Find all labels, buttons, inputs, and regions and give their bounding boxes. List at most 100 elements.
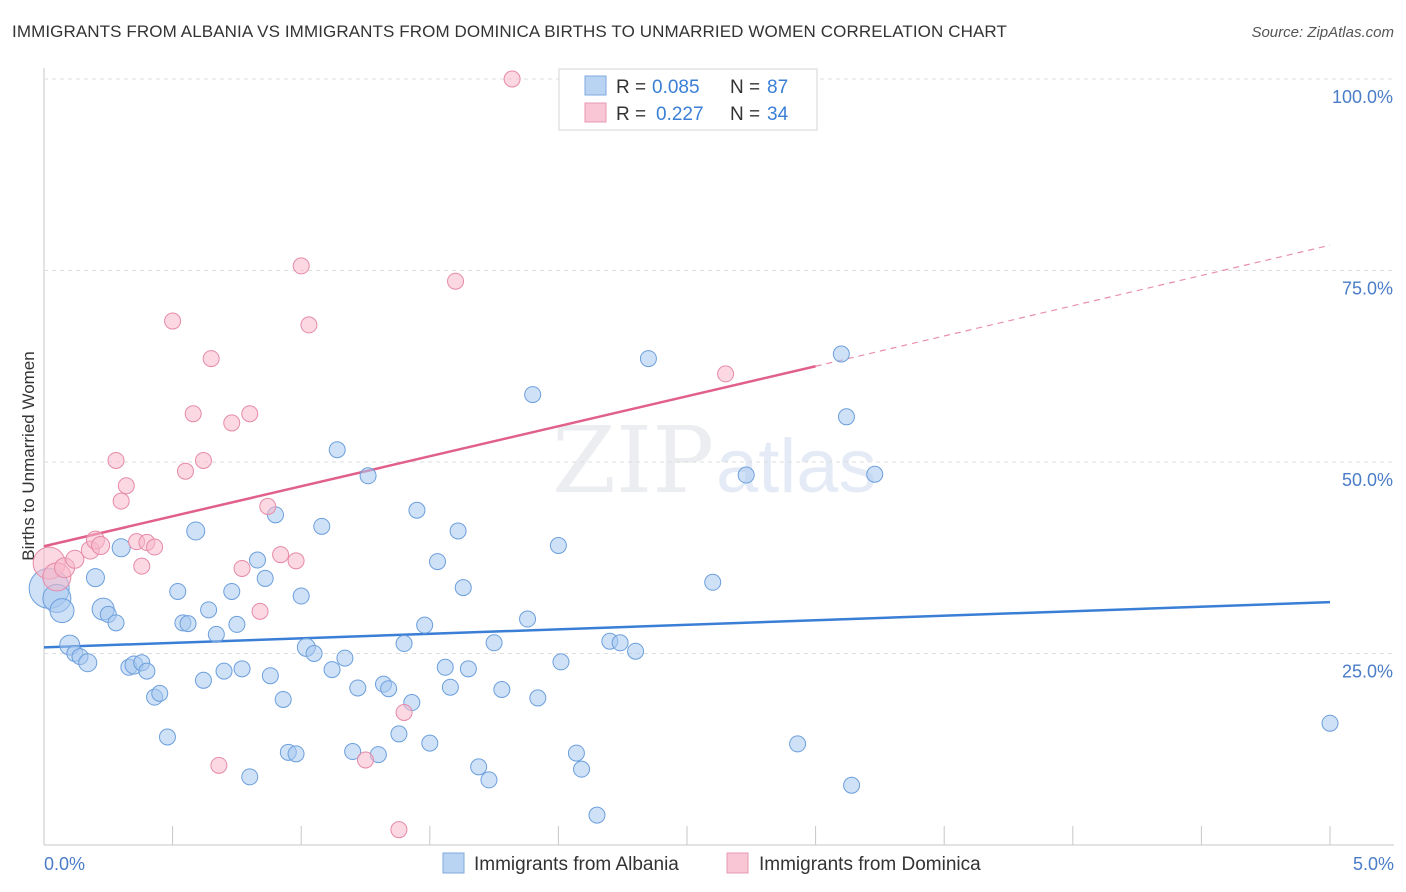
albania-point bbox=[866, 465, 884, 483]
albania-point bbox=[449, 522, 467, 540]
albania-point bbox=[395, 635, 413, 653]
dominica-point bbox=[717, 365, 735, 383]
stats-r-label-dominica: R = bbox=[616, 104, 646, 125]
albania-point bbox=[552, 653, 570, 671]
stats-n-value-dominica: 34 bbox=[767, 104, 789, 125]
stats-swatch-albania bbox=[584, 75, 607, 96]
albania-point bbox=[704, 573, 722, 591]
dominica-point bbox=[91, 535, 111, 555]
legend-swatch-dominica bbox=[726, 852, 749, 874]
albania-point bbox=[611, 634, 629, 652]
albania-point bbox=[292, 587, 310, 605]
x-tick-label-max: 5.0% bbox=[1353, 854, 1394, 874]
albania-point bbox=[336, 649, 354, 667]
chart-title: IMMIGRANTS FROM ALBANIA VS IMMIGRANTS FR… bbox=[12, 22, 1007, 41]
dominica-point bbox=[241, 405, 259, 423]
stats-n-value-albania: 87 bbox=[767, 77, 788, 98]
y-tick-label: 100.0% bbox=[1332, 87, 1393, 107]
albania-point bbox=[429, 553, 447, 571]
dominica-point bbox=[292, 257, 310, 275]
albania-point bbox=[390, 725, 408, 743]
legend-label-albania: Immigrants from Albania bbox=[474, 854, 679, 875]
albania-point bbox=[573, 760, 591, 778]
dominica-point bbox=[357, 751, 374, 769]
dominica-point bbox=[133, 557, 151, 575]
dominica-point bbox=[233, 559, 251, 577]
albania-trend-line bbox=[43, 600, 1331, 649]
dominica-point bbox=[259, 497, 277, 515]
albania-point bbox=[274, 690, 292, 708]
dominica-points bbox=[32, 70, 735, 839]
albania-point bbox=[416, 616, 434, 634]
albania-point bbox=[328, 441, 346, 459]
albania-point bbox=[313, 517, 331, 535]
dominica-point bbox=[272, 546, 290, 564]
albania-point bbox=[380, 680, 398, 698]
watermark-atlas: atlas bbox=[716, 424, 877, 509]
albania-point bbox=[344, 743, 362, 761]
albania-point bbox=[228, 615, 246, 633]
stats-swatch-dominica bbox=[584, 102, 607, 123]
albania-point bbox=[408, 501, 426, 519]
albania-point bbox=[480, 771, 498, 789]
albania-point bbox=[485, 634, 503, 652]
dominica-point bbox=[395, 703, 413, 721]
albania-point bbox=[454, 579, 472, 597]
albania-point bbox=[179, 615, 197, 633]
stats-legend: R = 0.085 N = 87 R = 0.227 N = 34 bbox=[558, 68, 818, 131]
dominica-trend-line bbox=[43, 365, 816, 548]
dominica-point bbox=[251, 602, 269, 620]
albania-point bbox=[470, 758, 488, 776]
albania-point bbox=[248, 551, 266, 569]
albania-point bbox=[241, 768, 259, 786]
albania-point bbox=[169, 582, 187, 600]
dominica-trend-group bbox=[43, 244, 1331, 548]
albania-point bbox=[107, 614, 125, 632]
dominica-point bbox=[447, 272, 465, 290]
albania-point bbox=[524, 386, 542, 404]
watermark: ZIP atlas bbox=[552, 407, 877, 514]
albania-point bbox=[737, 466, 755, 484]
albania-point bbox=[233, 660, 251, 678]
albania-point bbox=[359, 467, 377, 485]
stats-n-label-albania: N = bbox=[730, 77, 760, 98]
albania-point bbox=[639, 350, 657, 368]
watermark-zip: ZIP bbox=[552, 407, 714, 514]
albania-point bbox=[323, 661, 341, 679]
albania-point bbox=[349, 679, 367, 697]
albania-point bbox=[261, 667, 279, 685]
albania-point bbox=[441, 678, 459, 696]
albania-point bbox=[789, 735, 807, 753]
albania-points bbox=[28, 345, 1339, 824]
albania-point bbox=[459, 660, 477, 678]
y-tick-labels: 25.0% 50.0% 75.0% 100.0% bbox=[1332, 87, 1393, 682]
dominica-point bbox=[390, 821, 408, 839]
albania-point bbox=[151, 684, 169, 702]
albania-point bbox=[305, 645, 323, 662]
stats-r-value-albania: 0.085 bbox=[652, 77, 700, 98]
albania-point bbox=[421, 734, 439, 752]
albania-point bbox=[207, 625, 225, 643]
dominica-point bbox=[112, 492, 130, 510]
dominica-point bbox=[503, 70, 521, 88]
albania-point bbox=[519, 610, 537, 628]
albania-point bbox=[223, 582, 241, 600]
albania-point bbox=[588, 806, 606, 824]
albania-point bbox=[158, 728, 176, 746]
albania-point bbox=[1321, 714, 1339, 732]
albania-point bbox=[436, 658, 454, 676]
albania-point bbox=[200, 601, 218, 619]
dominica-point bbox=[176, 462, 194, 480]
source-label: Source: ZipAtlas.com bbox=[1251, 24, 1394, 41]
albania-point bbox=[493, 681, 511, 699]
albania-point bbox=[549, 536, 567, 554]
x-tick-label-min: 0.0% bbox=[44, 854, 85, 874]
albania-point bbox=[627, 642, 645, 660]
albania-point bbox=[111, 538, 131, 558]
dominica-point bbox=[202, 350, 220, 368]
dominica-point bbox=[117, 477, 135, 495]
stats-r-value-dominica: 0.227 bbox=[656, 104, 704, 125]
albania-point bbox=[215, 662, 233, 680]
albania-point bbox=[49, 598, 75, 624]
